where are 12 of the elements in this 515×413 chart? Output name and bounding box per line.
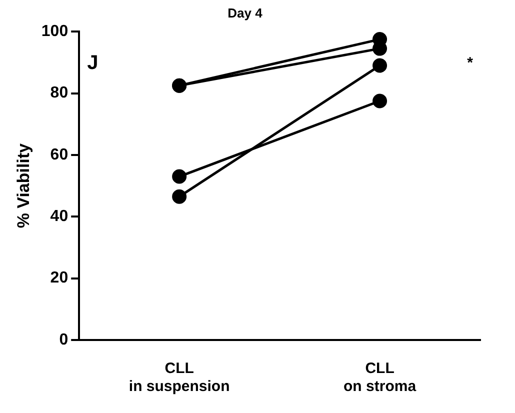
y-tick-label: 60	[50, 146, 68, 164]
annotation: *	[467, 54, 474, 72]
annotation: J	[87, 52, 98, 74]
x-tick-label: CLL in suspension	[128, 360, 230, 396]
y-tick-label: 80	[50, 84, 68, 102]
y-axis-title: % Viability	[14, 142, 33, 228]
y-tick-label: 20	[50, 270, 68, 287]
y-tick-label: 100	[41, 23, 68, 40]
y-tick-label: 40	[50, 208, 68, 226]
x-tick-label: CLL on stroma	[344, 360, 417, 396]
y-tick-label: 0	[59, 331, 68, 348]
chart-title: Day 4	[228, 5, 264, 20]
